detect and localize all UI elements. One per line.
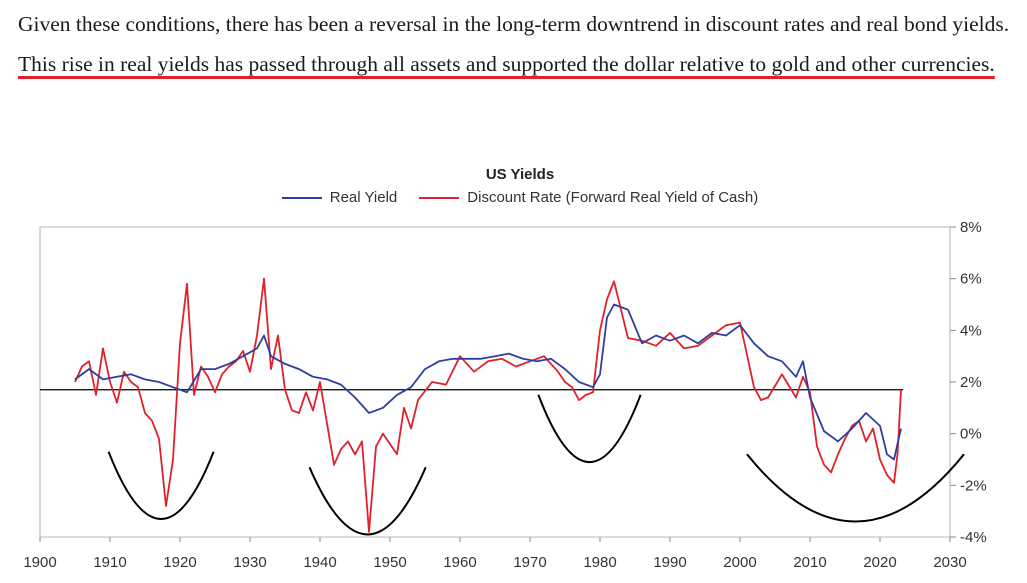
chart-title: US Yields — [485, 166, 555, 183]
y-tick-label: 6% — [960, 271, 982, 288]
x-tick-label: 2030 — [933, 554, 966, 571]
trough-annotation-curve — [537, 394, 642, 464]
trough-annotation-curve — [107, 451, 215, 520]
x-tick-label: 1980 — [583, 554, 616, 571]
x-tick-label: 2000 — [723, 554, 756, 571]
series-line-discount-rate — [74, 277, 902, 533]
y-tick-label: 0% — [960, 426, 982, 443]
x-tick-label: 2020 — [863, 554, 896, 571]
x-tick-label: 1970 — [513, 554, 546, 571]
legend-label-discount-rate: Discount Rate (Forward Real Yield of Cas… — [467, 189, 759, 206]
y-tick-label: -4% — [960, 529, 987, 546]
legend-swatch-real-yield — [281, 196, 322, 199]
x-tick-label: 1900 — [23, 554, 56, 571]
series-line-real-yield — [74, 303, 902, 461]
legend-label-real-yield: Real Yield — [329, 189, 398, 206]
x-tick-label: 1940 — [303, 554, 336, 571]
legend-item-real-yield: Real Yield — [281, 189, 398, 206]
y-tick-label: -2% — [960, 477, 987, 494]
plot-frame — [39, 226, 951, 538]
trough-annotation-curve — [746, 453, 965, 523]
y-tick-label: 8% — [960, 219, 982, 236]
x-tick-label: 1920 — [163, 554, 196, 571]
y-tick-label: 2% — [960, 374, 982, 391]
x-tick-label: 1990 — [653, 554, 686, 571]
article-paragraph: Given these conditions, there has been a… — [18, 4, 1018, 84]
trough-annotation-curve — [308, 466, 427, 536]
x-tick-label: 1960 — [443, 554, 476, 571]
legend-item-discount-rate: Discount Rate (Forward Real Yield of Cas… — [419, 189, 758, 206]
highlighted-text: This rise in real yields has passed thro… — [18, 52, 995, 76]
x-tick-label: 2010 — [793, 554, 826, 571]
paragraph-plain-text: Given these conditions, there has been a… — [18, 12, 1010, 36]
x-tick-label: 1930 — [233, 554, 266, 571]
chart-legend: Real Yield Discount Rate (Forward Real Y… — [0, 189, 1027, 206]
x-tick-label: 1950 — [373, 554, 406, 571]
x-tick-label: 1910 — [93, 554, 126, 571]
legend-swatch-discount-rate — [419, 196, 460, 199]
y-tick-label: 4% — [960, 322, 982, 339]
